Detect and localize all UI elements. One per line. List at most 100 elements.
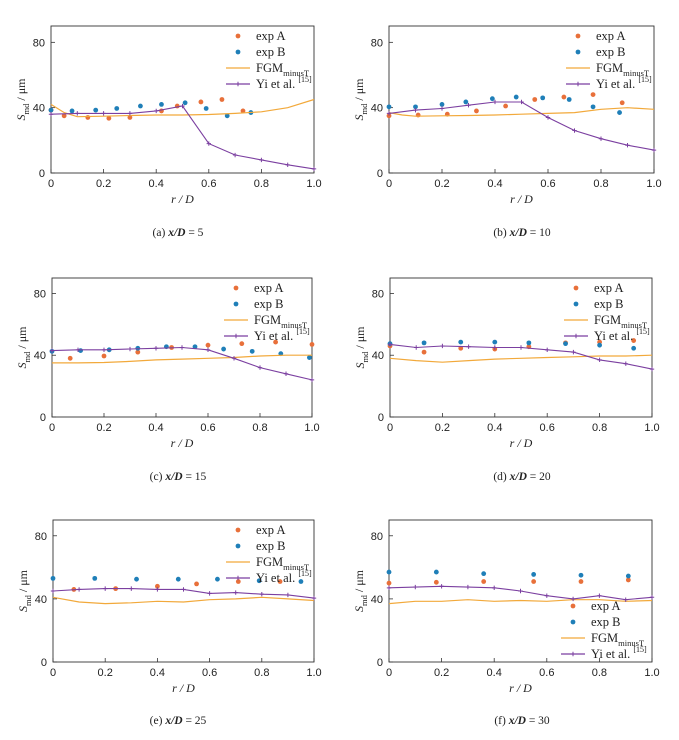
plot-frame (388, 25, 655, 174)
yi-et-al-marker (75, 347, 81, 353)
legend-exp-b-label: exp B (596, 45, 626, 59)
exp-a-point (386, 113, 392, 119)
exp-b-point (386, 104, 392, 110)
yi-et-al-marker (651, 147, 657, 153)
yi-et-al-marker (492, 345, 497, 350)
x-tick-label: 0.8 (592, 422, 607, 434)
x-axis-label: r / D (510, 436, 533, 450)
exp-b-point (182, 100, 188, 106)
yi-et-al-marker (598, 136, 604, 141)
y-tick-label: 40 (372, 350, 384, 362)
x-tick-label: 0.4 (487, 667, 502, 679)
yi-et-al-marker (311, 595, 317, 601)
legend-yi-et-al-label: Yi et al. [15] (256, 569, 312, 585)
yi-et-al-marker (545, 115, 551, 120)
yi-et-al-marker (259, 591, 264, 597)
legend-fgm-minust-label: FGMminusT (596, 61, 650, 78)
x-tick-label: 0.2 (434, 178, 449, 190)
exp-b-point (563, 341, 568, 347)
exp-a-point (219, 97, 225, 102)
yi-et-al-marker (101, 347, 107, 353)
legend-exp-a-label: exp A (256, 523, 286, 537)
yi-et-al-marker (465, 584, 471, 590)
yi-et-al-marker (571, 349, 576, 355)
exp-b-point (386, 569, 392, 575)
exp-a-point (101, 353, 107, 359)
exp-a-point (240, 108, 246, 114)
yi-et-al-marker (153, 346, 159, 351)
legend-yi-et-al-label: Yi et al. [15] (591, 645, 647, 661)
x-tick-label: 0 (50, 667, 56, 679)
exp-b-point (540, 95, 546, 101)
yi-et-al-marker (129, 586, 134, 591)
x-axis-label: r / D (171, 192, 194, 206)
y-tick-label: 0 (39, 168, 45, 180)
y-tick-label: 80 (35, 531, 47, 543)
exp-b-point (531, 572, 537, 577)
yi-et-al-marker (154, 108, 159, 114)
y-tick-label: 80 (371, 531, 383, 543)
exp-b-point (566, 97, 572, 102)
yi-et-al-marker (283, 371, 289, 376)
exp-a-point (205, 342, 211, 348)
legend-yi-marker (233, 333, 239, 339)
x-tick-label: 0.2 (435, 422, 450, 434)
exp-b-point (134, 576, 139, 582)
yi-et-al-marker (75, 111, 80, 116)
exp-b-point (625, 573, 631, 579)
legend-yi-et-al-label: Yi et al. [15] (596, 75, 652, 91)
exp-a-point (239, 341, 245, 347)
exp-b-point (526, 340, 532, 346)
y-tick-label: 0 (40, 412, 46, 424)
yi-et-al-marker (50, 588, 56, 594)
yi-et-al-marker (414, 345, 419, 350)
y-tick-label: 40 (371, 594, 383, 606)
fgm-minust-line (389, 354, 653, 363)
yi-et-al-marker (180, 103, 185, 109)
y-tick-label: 0 (377, 657, 383, 669)
x-tick-label: 0.8 (254, 667, 269, 679)
exp-b-point (159, 102, 164, 107)
y-tick-label: 80 (372, 288, 384, 300)
plot-frame (51, 277, 313, 418)
legend-exp-b-marker (235, 543, 241, 549)
legend-exp-b-marker (235, 49, 241, 55)
legend-exp-a-label: exp A (596, 29, 626, 43)
x-axis-label: r / D (509, 681, 532, 695)
exp-b-point (458, 339, 464, 345)
exp-a-point (590, 92, 596, 97)
y-tick-label: 40 (33, 103, 45, 115)
exp-b-point (597, 342, 602, 348)
exp-b-point (48, 107, 54, 113)
x-tick-label: 0.4 (487, 178, 502, 190)
legend-exp-b-marker (575, 49, 581, 55)
legend-yi-et-al-label: Yi et al. [15] (256, 75, 312, 91)
yi-et-al-marker (179, 345, 185, 350)
yi-et-al-marker (285, 592, 291, 598)
exp-a-point (67, 355, 73, 361)
x-axis-label: r / D (171, 436, 194, 450)
x-tick-label: 0.8 (254, 178, 269, 190)
yi-et-al-marker (570, 596, 576, 602)
x-tick-label: 0.6 (540, 178, 555, 190)
panel-caption: (c) x/D = 15 (150, 471, 207, 483)
yi-et-al-line (51, 346, 313, 381)
exp-a-point (625, 577, 631, 583)
exp-a-point (578, 579, 584, 584)
yi-et-al-marker (232, 152, 238, 158)
exp-b-point (617, 110, 622, 115)
exp-b-point (215, 576, 220, 582)
legend-fgm-minust-label: FGMminusT (256, 61, 310, 78)
exp-b-point (93, 107, 99, 113)
x-tick-label: 0.4 (149, 178, 164, 190)
yi-et-al-marker (572, 128, 577, 133)
legend-exp-a-marker (235, 527, 241, 533)
legend-exp-b-label: exp B (256, 45, 286, 59)
exp-b-point (249, 348, 255, 354)
